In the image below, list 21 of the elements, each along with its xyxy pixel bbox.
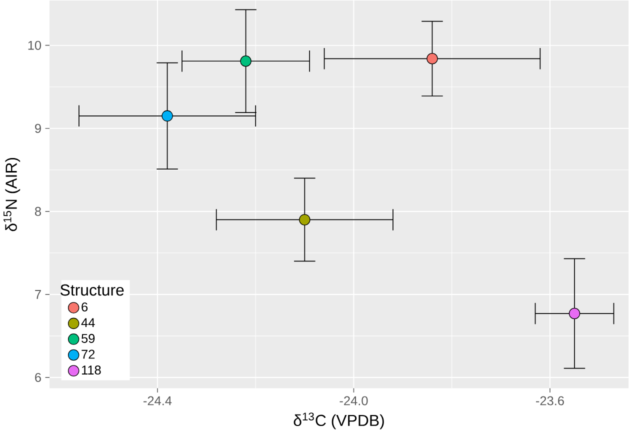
y-tick-label: 6	[35, 373, 41, 382]
legend-label: 118	[82, 366, 101, 375]
y-tick-label: 10	[28, 40, 42, 50]
y-tick-label: 9	[35, 124, 41, 134]
legend-label: 44	[81, 318, 95, 328]
legend-label: 6	[82, 302, 88, 312]
point	[299, 214, 310, 226]
x-tick-label: -24.0	[340, 396, 368, 406]
legend-label: 72	[82, 350, 95, 359]
legend-label: 59	[82, 334, 95, 344]
x-tick-label: -24.4	[144, 396, 172, 406]
y-axis-title: δ$^{15}$N (AIR)	[4, 158, 20, 232]
y-tick-label: 8	[35, 207, 41, 216]
point	[162, 110, 173, 122]
y-tick-label: 7	[35, 290, 41, 299]
x-tick-label: -23.6	[536, 396, 564, 406]
point	[240, 56, 252, 67]
x-axis-title: δ$^{13}$C (VPDB)	[294, 412, 384, 430]
point	[568, 308, 580, 320]
legend-title: Structure	[60, 284, 124, 296]
point	[426, 53, 438, 64]
